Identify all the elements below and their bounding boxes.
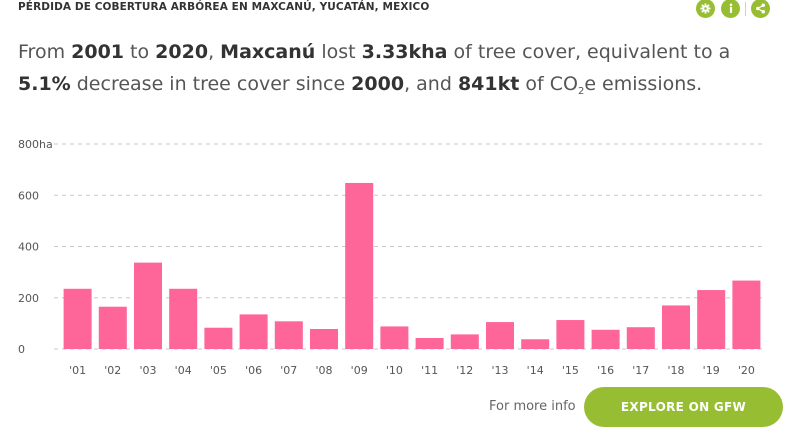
y-tick-label: 200	[18, 292, 39, 305]
widget-title: PÉRDIDA DE COBERTURA ARBÓREA EN MAXCANÚ,…	[18, 1, 430, 13]
x-tick-label: '02	[104, 364, 121, 377]
summary-location: Maxcanú	[220, 41, 316, 63]
tree-cover-loss-chart: 800ha 600 400 200 0 '01 '02 '03 '04 '05 '06 '07 '08 '…	[18, 138, 764, 377]
summary-loss: 3.33kha	[361, 41, 448, 63]
summary-start-year: 2001	[71, 41, 125, 63]
x-tick-label: '06	[245, 364, 262, 377]
widget-toolbar	[696, 0, 770, 18]
bar	[274, 321, 303, 349]
bar	[380, 326, 409, 349]
bar	[310, 329, 338, 349]
x-tick-label: '08	[315, 364, 332, 377]
x-tick-label: '14	[527, 364, 544, 377]
x-tick-label: '11	[421, 364, 438, 377]
x-tick-label: '19	[703, 364, 720, 377]
bar	[204, 327, 233, 349]
info-icon	[729, 3, 732, 13]
bar	[697, 290, 726, 349]
y-tick-label: 600	[18, 189, 39, 202]
bar	[415, 337, 444, 349]
bar	[556, 320, 585, 349]
summary-base-year: 2000	[351, 73, 405, 95]
explore-on-gfw-button[interactable]: EXPLORE ON GFW	[584, 387, 783, 427]
toolbar-divider	[745, 1, 746, 16]
x-tick-label: '20	[738, 364, 755, 377]
x-tick-label: '10	[386, 364, 403, 377]
y-tick-label: 400	[18, 241, 39, 254]
x-tick-label: '17	[632, 364, 649, 377]
y-tick-label: 0	[18, 343, 25, 356]
summary-end-year: 2020	[155, 41, 209, 63]
bar	[169, 288, 198, 349]
x-tick-label: '13	[491, 364, 508, 377]
bar	[450, 334, 479, 349]
bar	[486, 322, 514, 349]
bar	[239, 314, 268, 349]
x-tick-label: '09	[351, 364, 368, 377]
share-button[interactable]	[751, 0, 770, 18]
bar	[732, 280, 761, 349]
bar	[345, 182, 374, 349]
share-icon	[756, 3, 765, 14]
x-tick-label: '01	[69, 364, 86, 377]
more-info-label: For more info	[489, 399, 576, 414]
x-tick-label: '18	[667, 364, 684, 377]
x-tick-label: '03	[139, 364, 156, 377]
info-button[interactable]	[721, 0, 740, 18]
x-tick-label: '05	[210, 364, 227, 377]
summary-sentence: From 2001 to 2020, Maxcanú lost 3.33kha …	[18, 41, 731, 97]
bar	[134, 262, 162, 349]
bar	[626, 327, 655, 349]
summary-emissions: 841kt	[457, 73, 520, 95]
bar	[521, 339, 550, 349]
settings-button[interactable]	[696, 0, 715, 18]
bar	[63, 288, 92, 349]
bar	[98, 306, 127, 349]
x-tick-label: '16	[597, 364, 614, 377]
x-tick-label: '12	[456, 364, 473, 377]
gear-icon	[700, 3, 711, 14]
y-tick-label: 800ha	[18, 138, 53, 151]
x-tick-label: '04	[175, 364, 192, 377]
x-tick-label: '15	[562, 364, 579, 377]
bar	[591, 329, 620, 349]
bar	[662, 305, 690, 349]
summary-percent: 5.1%	[18, 73, 71, 95]
x-tick-label: '07	[280, 364, 297, 377]
